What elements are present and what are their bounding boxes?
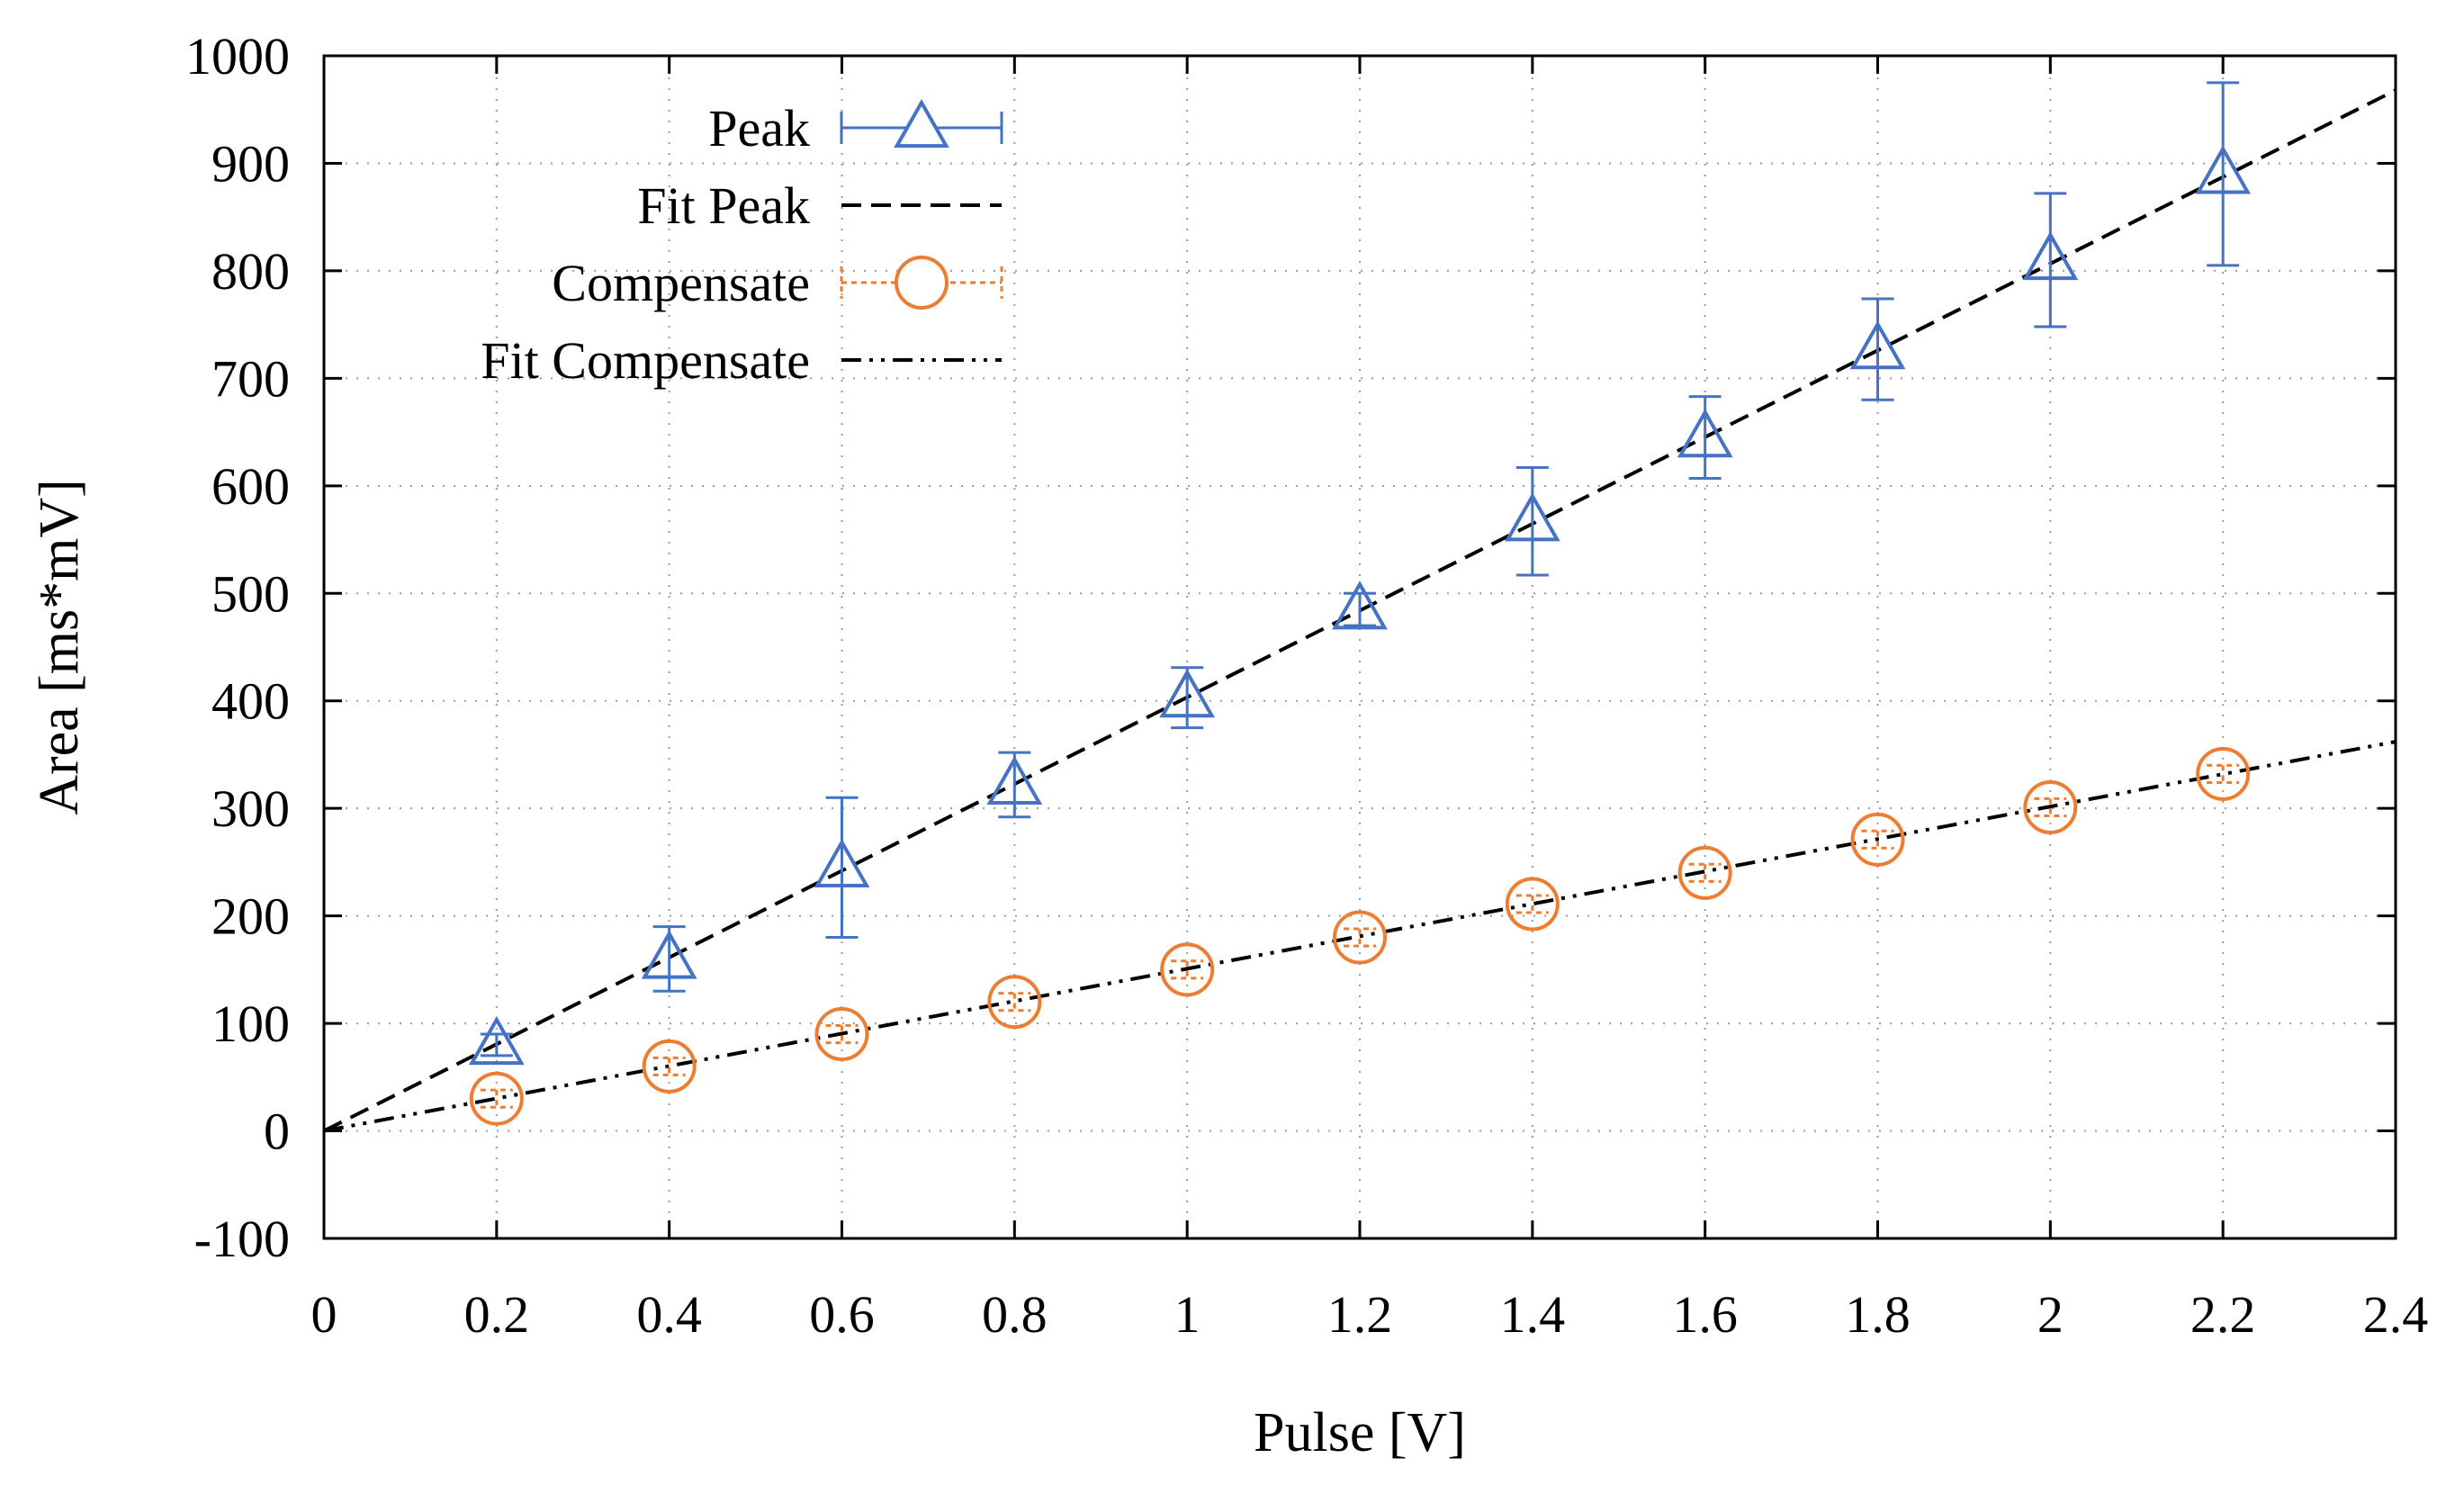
compensate-point bbox=[642, 1039, 697, 1094]
y-tick-label: 400 bbox=[211, 672, 290, 731]
x-tick-label: 0.2 bbox=[464, 1285, 530, 1344]
peak-point bbox=[2195, 145, 2252, 194]
compensate-point bbox=[469, 1071, 524, 1126]
y-axis-title: Area [ms*mV] bbox=[29, 479, 90, 815]
ticks bbox=[322, 54, 2397, 1240]
y-tick-label: 700 bbox=[211, 349, 290, 408]
legend: Peak Fit Peak Compensate Fit Compensate bbox=[481, 98, 1003, 390]
compensate-point bbox=[2023, 779, 2078, 834]
legend-label-fit-peak: Fit Peak bbox=[637, 176, 810, 235]
legend-label-fit-compensate: Fit Compensate bbox=[481, 331, 810, 390]
y-tick-label: 100 bbox=[211, 994, 290, 1053]
peak-point bbox=[1504, 492, 1560, 542]
x-tick-label: 0 bbox=[311, 1285, 337, 1344]
x-tick-label: 2.2 bbox=[2190, 1285, 2256, 1344]
y-tick-label: 1000 bbox=[185, 27, 290, 86]
y-tick-label: 800 bbox=[211, 242, 290, 301]
x-tick-label: 2.4 bbox=[2363, 1285, 2429, 1344]
compensate-point bbox=[2196, 746, 2251, 801]
compensate-point bbox=[814, 1007, 869, 1062]
peak-point bbox=[1159, 669, 1216, 718]
y-tick-label: 300 bbox=[211, 779, 290, 838]
y-tick-label: -100 bbox=[194, 1210, 290, 1268]
x-tick-label: 1 bbox=[1174, 1285, 1201, 1344]
legend-label-peak: Peak bbox=[708, 99, 810, 158]
legend-marker-compensate bbox=[895, 256, 949, 310]
data-points bbox=[468, 81, 2252, 1126]
compensate-point bbox=[1505, 877, 1560, 932]
legend-label-compensate: Compensate bbox=[552, 254, 810, 312]
compensate-point bbox=[987, 975, 1042, 1030]
compensate-point bbox=[1333, 910, 1387, 965]
peak-point bbox=[1332, 580, 1388, 630]
tick-labels: 0 0.2 0.4 0.6 0.8 1 1.2 1.4 1.6 1.8 2 2.2 2.4 -100 0 10… bbox=[185, 27, 2428, 1344]
x-tick-label: 1.8 bbox=[1845, 1285, 1911, 1344]
x-tick-label: 1.4 bbox=[1500, 1285, 1566, 1344]
peak-point bbox=[468, 1015, 525, 1066]
y-tick-label: 600 bbox=[211, 457, 290, 516]
x-tick-label: 0.4 bbox=[636, 1285, 702, 1344]
x-axis-title: Pulse [V] bbox=[1254, 1402, 1466, 1463]
x-tick-label: 0.6 bbox=[809, 1285, 875, 1344]
compensate-point bbox=[1677, 845, 1732, 900]
y-tick-label: 0 bbox=[264, 1102, 290, 1161]
peak-point bbox=[1677, 409, 1733, 458]
x-tick-label: 1.2 bbox=[1327, 1285, 1393, 1344]
peak-point bbox=[814, 838, 870, 888]
peak-point bbox=[986, 755, 1043, 806]
compensate-point bbox=[1850, 812, 1905, 867]
x-tick-label: 0.8 bbox=[982, 1285, 1048, 1344]
y-tick-label: 900 bbox=[211, 134, 290, 193]
y-tick-label: 500 bbox=[211, 564, 290, 623]
peak-point bbox=[641, 930, 697, 979]
fit-compensate-line bbox=[323, 740, 2397, 1133]
y-tick-label: 200 bbox=[211, 887, 290, 946]
x-tick-label: 2 bbox=[2037, 1285, 2064, 1344]
peak-point bbox=[2022, 230, 2079, 281]
peak-point bbox=[1849, 320, 1906, 370]
compensate-point bbox=[1160, 942, 1215, 997]
legend-marker-peak bbox=[894, 98, 949, 148]
x-tick-label: 1.6 bbox=[1672, 1285, 1738, 1344]
